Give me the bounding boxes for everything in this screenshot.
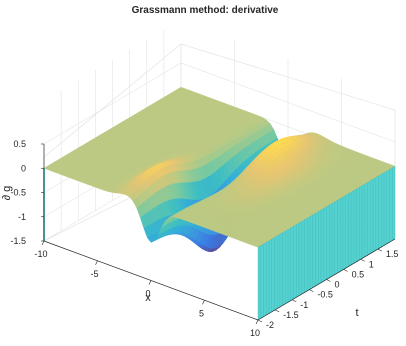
curtain-strip [271,237,275,313]
z-tick-label: -1 [18,212,26,222]
z-axis-label: ∂ g [1,186,13,201]
t-tick-mark [377,248,383,252]
curtain-strip [263,242,267,318]
curtain-strip [392,165,396,241]
curtain-strip [340,196,344,272]
curtain-strip [290,225,294,301]
curtain-strip [307,216,311,292]
curtain-strip [353,188,357,264]
curtain-strip [386,169,390,245]
curtain-strip [331,201,335,277]
x-tick-labels: -10 -5 0 5 10 [34,240,260,338]
curtain-strip [367,180,371,256]
x-tick-label: -10 [34,249,47,259]
x-tick-label: -5 [90,269,98,279]
z-tick-label: -0.5 [10,188,26,198]
curtain-strip [389,167,393,243]
curtain-strip [381,172,385,248]
curtain-strip [378,173,382,250]
t-tick-mark [274,309,280,313]
curtain-strip [279,232,283,308]
x-tick-mark [41,240,45,246]
t-tick-label: 0.5 [352,269,365,279]
curtain-strip [260,243,264,319]
grid-line [43,62,396,145]
curtain-strip [285,229,289,305]
curtain-strip [326,204,330,280]
chart-title: Grassmann method: derivative [132,5,279,16]
t-tick-mark [292,299,297,303]
curtain-strip [359,185,363,261]
x-axis-label: x [145,292,151,304]
x-tick-label: 0 [145,289,150,299]
t-tick-mark [257,319,263,323]
t-tick-label: -1.5 [283,310,299,320]
curtain-strip [342,195,346,271]
z-tick-label: -1.5 [10,236,26,246]
curtain-strip [318,209,322,285]
curtain-strip [315,211,319,287]
x-tick-mark [148,280,152,285]
curtain-strip [329,203,333,279]
t-tick-label: -2 [266,320,274,330]
curtain-strip [309,214,313,290]
t-tick-mark [326,279,331,282]
curtain-strip [266,240,270,316]
curtain-strip [298,220,303,297]
curtain-strip [301,219,305,295]
t-tick-label: 1 [369,259,374,269]
curtain-strip [323,206,327,282]
curtain-strip [337,198,341,274]
curtain-strip [345,193,349,269]
curtain-strip [276,233,281,310]
curtain-strip [287,227,292,303]
t-tick-label: 1.5 [386,249,399,259]
curtain-strip [350,190,355,266]
curtain-strip [356,186,360,263]
z-tick-labels: 0.5 0 -0.5 -1 -1.5 [10,139,44,246]
t-tick-mark [360,258,365,262]
curtain-strip [370,178,374,254]
z-tick-label: 0 [21,163,26,173]
curtain-strip [361,183,366,259]
curtain-strip [268,238,272,314]
x-tick-mark [95,260,98,265]
curtain-strip [348,191,352,267]
curtain-strip [372,177,377,253]
t-tick-labels: -2 -1.5-1 -0.50 0.5 1 1.5 [257,248,399,330]
curtain-strip [312,212,316,288]
curtain-strip [334,199,338,275]
x-tick-label: 5 [199,308,204,318]
curtain-strip [296,222,300,298]
t-tick-label: -0.5 [317,290,333,300]
curtain-strip [293,224,297,300]
curtain-strip [274,235,278,311]
curtain-strip [364,182,368,258]
t-tick-mark [343,269,348,272]
x-tick-mark [255,319,259,325]
t-axis-label: t [355,307,358,319]
curtain-strip [320,208,324,284]
surface-mesh [43,86,396,253]
curtain-strip [282,230,286,306]
t-tick-label: 0 [335,280,340,290]
x-tick-label: 10 [250,328,260,338]
curtain-strip [304,217,308,293]
t-tick-mark [309,289,314,292]
z-tick-label: 0.5 [13,139,26,149]
x-tick-mark [202,300,205,305]
curtain-strip [257,245,261,321]
curtain-strip [375,175,379,251]
curtain-strip [383,170,387,246]
t-tick-label: -1 [300,300,308,310]
